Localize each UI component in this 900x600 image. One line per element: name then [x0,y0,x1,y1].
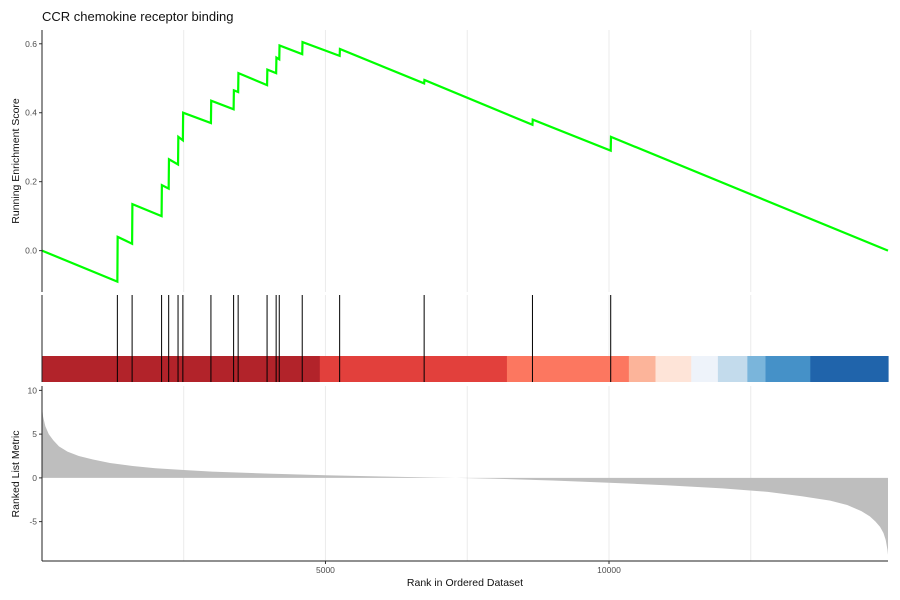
enrichment-gridlines [183,30,752,292]
x-axis-ticks: 5000 10000 [316,561,621,575]
rank-bar-segment [319,356,508,382]
ranked-metric-area [41,406,888,555]
x-tick-label: 10000 [597,565,621,575]
gene-hit-lines [116,295,612,382]
y-tick-label: 0 [32,473,37,483]
running-enrichment-score-line [41,40,889,284]
enrichment-y-ticks: 0.0 0.2 0.4 0.6 [25,39,42,256]
metric-y-axis-title: Ranked List Metric [10,431,22,518]
y-tick-label: 0.0 [25,246,37,256]
enrichment-score-panel: 0.0 0.2 0.4 0.6 Running Enrichment Score [10,30,889,292]
x-axis-title: Rank in Ordered Dataset [407,577,523,589]
y-tick-label: 10 [28,385,38,395]
rank-color-bar [42,356,889,382]
metric-y-ticks: -5 0 5 10 [28,385,42,527]
enrichment-y-axis-title: Running Enrichment Score [10,98,22,224]
metric-gridlines [183,386,752,561]
rank-bar-segment [765,356,811,382]
x-tick-label: 5000 [316,565,335,575]
rank-bar-segment [747,356,767,382]
chart-title: CCR chemokine receptor binding [42,9,233,24]
rank-bar-segment [655,356,692,382]
rank-bar-segment [506,356,630,382]
rank-bar-segment [717,356,748,382]
y-tick-label: 0.2 [25,177,37,187]
rank-bar-segment [628,356,657,382]
y-tick-label: -5 [29,517,37,527]
rank-bar-segment [810,356,889,382]
hits-gridlines [183,295,752,356]
ranked-metric-panel: -5 0 5 10 5000 10000 Ranked List Metric Rank… [10,385,888,589]
y-tick-label: 5 [32,429,37,439]
rank-bar-segment [42,356,321,382]
rank-bar-segment [691,356,719,382]
gene-hits-panel [41,295,889,382]
y-tick-label: 0.4 [25,108,37,118]
y-tick-label: 0.6 [25,39,37,49]
